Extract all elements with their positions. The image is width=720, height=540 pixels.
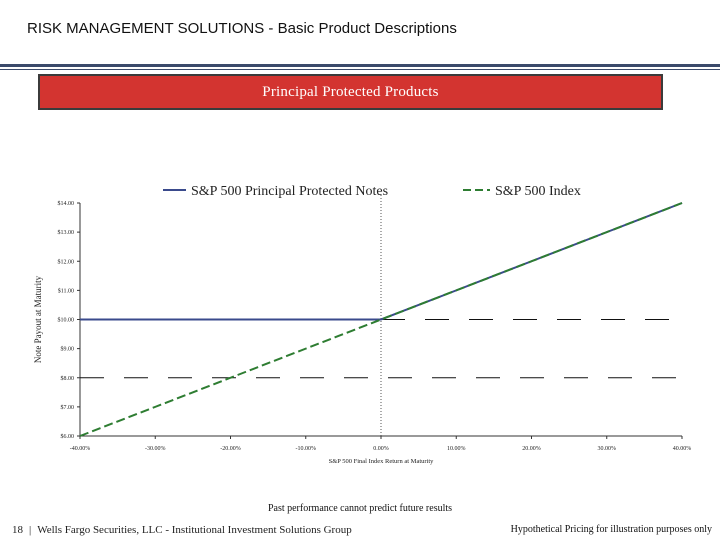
y-tick-label: $13.00 — [58, 229, 75, 236]
y-tick-label: $7.00 — [61, 404, 75, 411]
x-tick-label: -20.00% — [220, 446, 241, 452]
x-tick-label: 20.00% — [522, 446, 541, 452]
header-divider-thick — [0, 64, 720, 67]
x-tick-label: -10.00% — [296, 446, 317, 452]
x-tick-label: 30.00% — [598, 446, 617, 452]
legend-label-principal-protected: S&P 500 Principal Protected Notes — [191, 184, 388, 199]
y-tick-label: $11.00 — [58, 287, 74, 294]
x-tick-label: 0.00% — [373, 446, 389, 452]
series-line-index — [79, 202, 683, 437]
section-banner-label: Principal Protected Products — [262, 84, 439, 100]
y-tick-label: $10.00 — [58, 317, 75, 324]
payout-chart: $6.00 $7.00 $8.00 $9.00 $10.00 $11.00 $12.00 $1… — [33, 184, 692, 465]
footer-note: Hypothetical Pricing for illustration pu… — [510, 524, 712, 535]
y-axis-title: Note Payout at Maturity — [33, 275, 43, 363]
footer-left: 18 | Wells Fargo Securities, LLC - Institu… — [12, 524, 352, 536]
legend-label-index: S&P 500 Index — [495, 184, 581, 199]
footer-org: Wells Fargo Securities, LLC - Institutio… — [37, 524, 352, 536]
footer-separator: | — [29, 524, 32, 536]
y-tick-label: $14.00 — [58, 200, 75, 207]
x-tick-label: 10.00% — [447, 446, 466, 452]
x-tick-label: 40.00% — [673, 446, 692, 452]
page-title: RISK MANAGEMENT SOLUTIONS - Basic Produc… — [27, 20, 457, 37]
x-axis-title: S&P 500 Final Index Return at Maturity — [329, 458, 435, 465]
y-tick-label: $6.00 — [61, 433, 75, 440]
header-divider-thin — [0, 69, 720, 70]
page-number: 18 — [12, 524, 23, 536]
disclaimer-text: Past performance cannot predict future r… — [267, 503, 453, 514]
y-tick-label: $8.00 — [61, 375, 75, 382]
x-tick-label: -30.00% — [145, 446, 166, 452]
section-banner: Principal Protected Products — [38, 74, 663, 110]
y-tick-label: $12.00 — [58, 258, 75, 265]
x-tick-label: -40.00% — [70, 446, 91, 452]
y-tick-label: $9.00 — [61, 346, 75, 353]
